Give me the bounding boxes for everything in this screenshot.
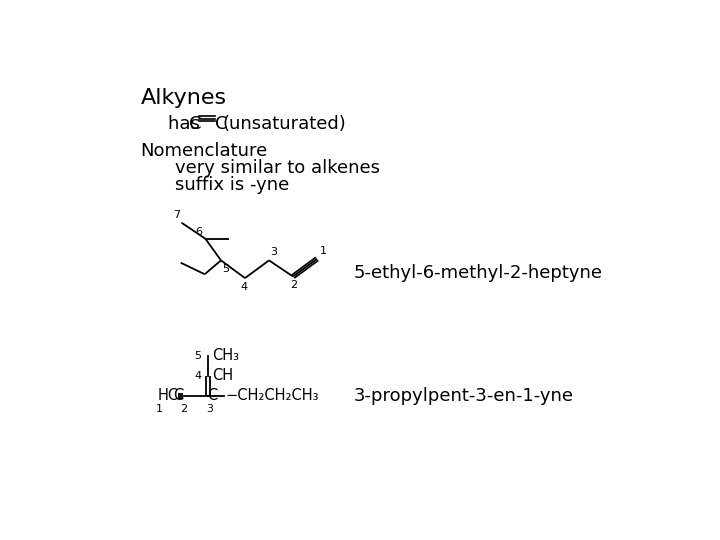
Text: 3-propylpent-3-en-1-yne: 3-propylpent-3-en-1-yne: [354, 387, 574, 405]
Text: suffix is -yne: suffix is -yne: [175, 176, 289, 194]
Text: 5: 5: [194, 351, 202, 361]
Text: CH₃: CH₃: [212, 348, 240, 363]
Text: Nomenclature: Nomenclature: [140, 142, 268, 160]
Text: has: has: [168, 115, 205, 133]
Text: 7: 7: [173, 210, 180, 220]
Text: 6: 6: [195, 226, 202, 237]
Text: Alkynes: Alkynes: [140, 88, 227, 108]
Text: HC: HC: [158, 388, 179, 403]
Text: 5: 5: [222, 264, 229, 274]
Text: 3: 3: [206, 404, 213, 414]
Text: 1: 1: [320, 246, 326, 256]
Text: 2: 2: [180, 404, 187, 414]
Text: 1: 1: [156, 404, 163, 414]
Text: C: C: [215, 115, 228, 133]
Text: C: C: [189, 115, 202, 133]
Text: 3: 3: [271, 247, 278, 257]
Text: 2: 2: [290, 280, 297, 291]
Text: 4: 4: [194, 371, 202, 381]
Text: 5-ethyl-6-methyl-2-heptyne: 5-ethyl-6-methyl-2-heptyne: [354, 264, 603, 282]
Text: C: C: [207, 388, 217, 403]
Text: very similar to alkenes: very similar to alkenes: [175, 159, 380, 177]
Text: C: C: [173, 388, 183, 403]
Text: CH: CH: [212, 368, 233, 383]
Text: 4: 4: [240, 282, 248, 292]
Text: (unsaturated): (unsaturated): [222, 115, 346, 133]
Text: −CH₂CH₂CH₃: −CH₂CH₂CH₃: [225, 388, 319, 403]
